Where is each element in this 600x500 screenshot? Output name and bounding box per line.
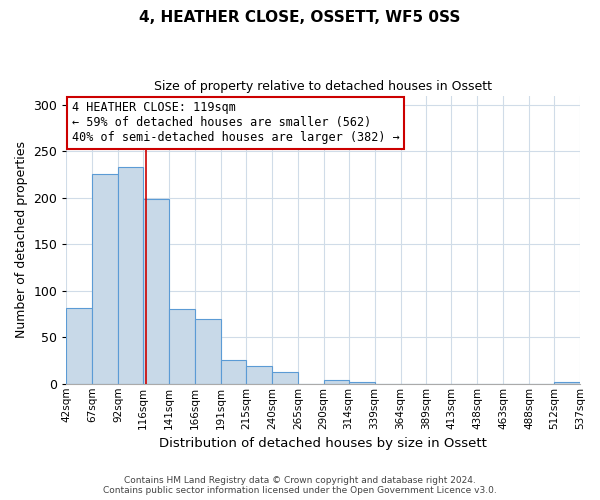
Text: Contains HM Land Registry data © Crown copyright and database right 2024.
Contai: Contains HM Land Registry data © Crown c… bbox=[103, 476, 497, 495]
Bar bbox=[143, 199, 169, 384]
Bar bbox=[324, 380, 349, 384]
Bar bbox=[195, 318, 221, 384]
Bar bbox=[67, 308, 92, 384]
Bar bbox=[246, 366, 272, 384]
Bar bbox=[554, 382, 580, 384]
Bar bbox=[272, 372, 298, 384]
X-axis label: Distribution of detached houses by size in Ossett: Distribution of detached houses by size … bbox=[159, 437, 487, 450]
Bar bbox=[118, 167, 143, 384]
Title: Size of property relative to detached houses in Ossett: Size of property relative to detached ho… bbox=[154, 80, 492, 93]
Y-axis label: Number of detached properties: Number of detached properties bbox=[15, 141, 28, 338]
Bar bbox=[92, 174, 118, 384]
Text: 4, HEATHER CLOSE, OSSETT, WF5 0SS: 4, HEATHER CLOSE, OSSETT, WF5 0SS bbox=[139, 10, 461, 25]
Text: 4 HEATHER CLOSE: 119sqm
← 59% of detached houses are smaller (562)
40% of semi-d: 4 HEATHER CLOSE: 119sqm ← 59% of detache… bbox=[71, 102, 400, 144]
Bar bbox=[349, 382, 374, 384]
Bar bbox=[169, 310, 195, 384]
Bar bbox=[221, 360, 246, 384]
